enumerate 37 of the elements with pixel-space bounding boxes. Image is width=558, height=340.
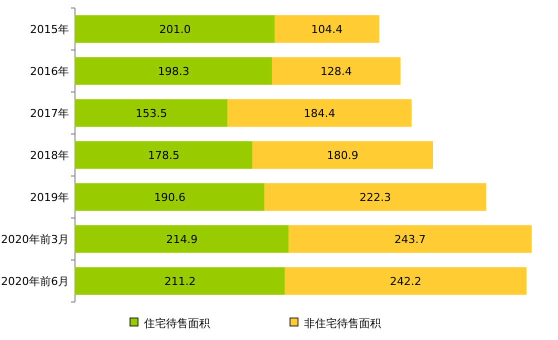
data-label: 184.4 <box>304 107 336 120</box>
y-tick-label: 2019年 <box>30 191 69 204</box>
bar <box>74 141 254 169</box>
bar <box>74 267 286 295</box>
y-tick-label: 2020年前6月 <box>1 275 69 288</box>
bar <box>272 57 400 85</box>
bar <box>74 15 276 43</box>
data-label: 198.3 <box>158 65 190 78</box>
data-label: 222.3 <box>359 191 391 204</box>
bar <box>288 225 532 253</box>
data-label: 153.5 <box>136 107 168 120</box>
bar <box>274 15 380 43</box>
y-tick-label: 2020年前3月 <box>1 233 69 246</box>
data-label: 243.7 <box>394 233 426 246</box>
data-label: 180.9 <box>326 149 358 162</box>
data-label: 201.0 <box>159 23 191 36</box>
y-tick-label: 2017年 <box>30 107 69 120</box>
data-label: 178.5 <box>148 149 180 162</box>
legend-label: 非住宅待售面积 <box>304 317 381 330</box>
data-label: 211.2 <box>164 275 196 288</box>
bar <box>264 183 486 211</box>
data-label: 104.4 <box>311 23 343 36</box>
y-tick-label: 2015年 <box>30 23 69 36</box>
data-label: 128.4 <box>320 65 352 78</box>
data-label: 214.9 <box>166 233 198 246</box>
bar <box>252 141 434 169</box>
y-tick-label: 2018年 <box>30 149 69 162</box>
data-label: 242.2 <box>390 275 422 288</box>
bar <box>74 183 266 211</box>
bar <box>74 57 273 85</box>
bar <box>74 99 228 127</box>
y-tick-label: 2016年 <box>30 65 69 78</box>
bar <box>227 99 412 127</box>
bar <box>284 267 527 295</box>
data-label: 190.6 <box>154 191 186 204</box>
legend-label: 住宅待售面积 <box>144 317 210 330</box>
bar <box>74 225 290 253</box>
